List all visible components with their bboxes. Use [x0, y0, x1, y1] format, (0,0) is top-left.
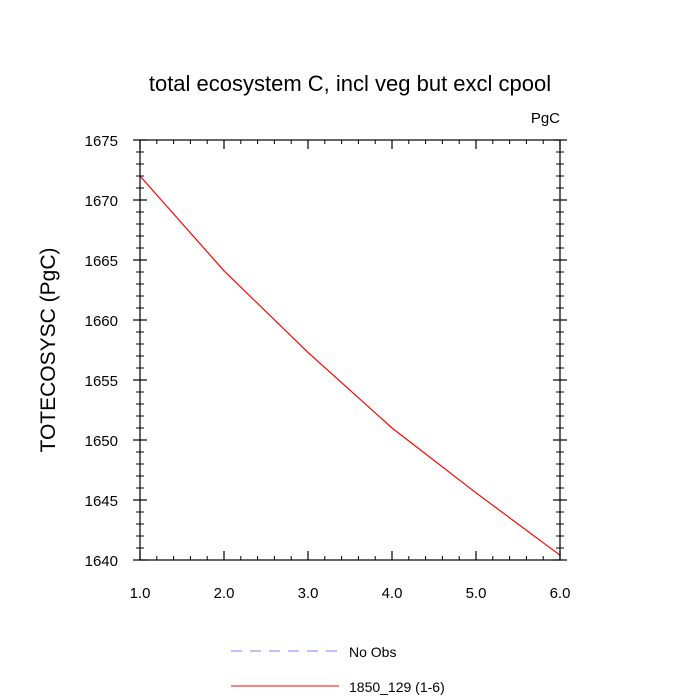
- legend-label: 1850_129 (1-6): [349, 679, 445, 695]
- x-tick-label: 6.0: [550, 585, 571, 602]
- y-axis-label: TOTECOSYSC (PgC): [37, 248, 60, 453]
- x-tick-label: 4.0: [382, 585, 403, 602]
- legend: No Obs 1850_129 (1-6): [231, 644, 445, 695]
- x-tick-label: 5.0: [466, 585, 487, 602]
- y-tick-label: 1650: [85, 433, 118, 450]
- y-tick-label: 1645: [85, 493, 118, 510]
- legend-label: No Obs: [349, 644, 396, 660]
- y-tick-label: 1640: [85, 553, 118, 570]
- plot-frame: [139, 139, 561, 561]
- y-tick-label: 1675: [85, 133, 118, 150]
- x-axis: 1.0 2.0 3.0 4.0 5.0 6.0: [130, 140, 571, 602]
- y-axis: 1640 1645 1650 1655 1660 1665 1670 1675: [85, 133, 567, 570]
- x-tick-label: 2.0: [214, 585, 235, 602]
- y-tick-label: 1655: [85, 373, 118, 390]
- x-tick-label: 3.0: [298, 585, 319, 602]
- y-tick-label: 1665: [85, 253, 118, 270]
- series-line: [139, 175, 561, 556]
- chart-title: total ecosystem C, incl veg but excl cpo…: [149, 71, 551, 96]
- series-layer: [139, 175, 561, 556]
- y-tick-label: 1660: [85, 313, 118, 330]
- units-label: PgC: [531, 110, 560, 127]
- x-tick-label: 1.0: [130, 585, 151, 602]
- y-tick-label: 1670: [85, 193, 118, 210]
